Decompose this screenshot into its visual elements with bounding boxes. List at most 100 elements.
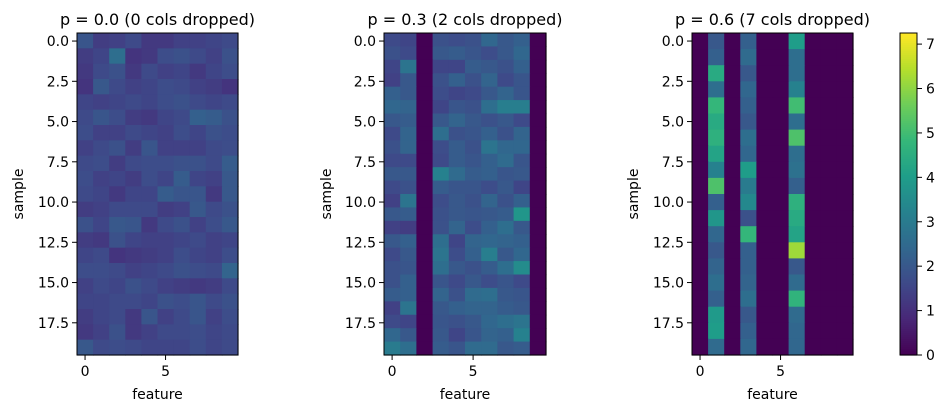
heatmap-cell (221, 140, 239, 157)
colorbar-tick-label: 4 (926, 170, 935, 186)
heatmap-cell (205, 48, 223, 65)
colorbar-segment (900, 323, 917, 326)
colorbar-segment (900, 67, 917, 70)
colorbar-segment (900, 37, 917, 40)
colorbar-segment (900, 125, 917, 128)
panel-1-frame (76, 32, 239, 356)
colorbar-segment (900, 301, 917, 304)
heatmap-cell (141, 63, 159, 80)
heatmap-cell (432, 341, 450, 356)
heatmap-cell (416, 274, 434, 289)
colorbar-segment (900, 299, 917, 302)
heatmap-cell (756, 177, 774, 195)
heatmap-cell (205, 339, 223, 356)
heatmap-cell (205, 63, 223, 80)
heatmap-cell (724, 338, 741, 356)
heatmap-cell (481, 33, 498, 48)
heatmap-cell (788, 194, 806, 211)
heatmap-cell (481, 153, 498, 168)
heatmap-cell (125, 48, 142, 65)
heatmap-cell (788, 226, 806, 243)
heatmap-cell (416, 100, 434, 115)
heatmap-cell (416, 220, 434, 235)
heatmap-cell (788, 177, 806, 195)
heatmap-cell (432, 207, 450, 222)
colorbar-frame (899, 32, 918, 356)
heatmap-cell (836, 161, 854, 179)
heatmap-cell (708, 177, 725, 195)
colorbar-segment (900, 265, 917, 268)
heatmap-cell (756, 258, 774, 276)
panel-2-ylabel: sample (319, 169, 335, 220)
heatmap-cell (772, 210, 790, 227)
heatmap-cell (740, 129, 757, 147)
heatmap-cell (529, 247, 547, 262)
heatmap-cell (513, 126, 531, 141)
heatmap-cell (77, 232, 94, 249)
colorbar-segment (900, 267, 917, 270)
heatmap-cell (772, 194, 790, 211)
heatmap-cell (189, 33, 207, 49)
heatmap-cell (221, 109, 239, 126)
heatmap-cell (820, 81, 838, 98)
heatmap-cell (384, 86, 401, 101)
colorbar-segment (900, 317, 917, 320)
heatmap-cell (740, 65, 757, 82)
heatmap-cell (513, 207, 531, 222)
heatmap-cell (432, 73, 450, 88)
heatmap-cell (724, 258, 741, 276)
panel-3-ylabel: sample (626, 169, 642, 220)
heatmap-cell (708, 242, 725, 259)
heatmap-cell (400, 301, 417, 316)
heatmap-cell (141, 309, 159, 325)
colorbar-segment (900, 137, 917, 140)
colorbar-segment (900, 49, 917, 52)
y-tick-label: 5.0 (47, 115, 69, 131)
heatmap-cell (141, 109, 159, 126)
heatmap-cell (141, 217, 159, 233)
y-tick-label: 0.0 (662, 34, 684, 50)
heatmap-cell (125, 63, 142, 80)
heatmap-cell (497, 33, 515, 48)
heatmap-cell (756, 65, 774, 82)
heatmap-cell (125, 155, 142, 172)
heatmap-cell (788, 290, 806, 308)
heatmap-cell (497, 328, 515, 343)
heatmap-cell (513, 261, 531, 276)
heatmap-cell (465, 328, 482, 343)
heatmap-cell (820, 242, 838, 259)
heatmap-cell (481, 301, 498, 316)
heatmap-cell (400, 140, 417, 155)
heatmap-cell (221, 309, 239, 325)
colorbar-segment (900, 183, 917, 186)
heatmap-cell (125, 94, 142, 111)
colorbar-segment (900, 33, 917, 36)
heatmap-cell (189, 201, 207, 218)
heatmap-cell (529, 100, 547, 115)
heatmap-cell (109, 278, 126, 295)
colorbar-segment (900, 197, 917, 200)
heatmap-cell (189, 324, 207, 341)
heatmap-cell (481, 247, 498, 262)
heatmap-cell (205, 293, 223, 310)
heatmap-cell (497, 314, 515, 329)
colorbar-segment (900, 331, 917, 334)
colorbar-segment (900, 99, 917, 102)
y-tick-label: 7.5 (662, 155, 684, 171)
heatmap-cell (109, 263, 126, 279)
heatmap-cell (221, 94, 239, 111)
heatmap-cell (205, 263, 223, 279)
heatmap-cell (173, 109, 191, 126)
colorbar-segment (900, 61, 917, 64)
heatmap-cell (756, 306, 774, 324)
heatmap-cell (692, 129, 709, 147)
colorbar-segment (900, 63, 917, 66)
heatmap-cell (77, 109, 94, 126)
colorbar-segment (900, 127, 917, 130)
heatmap-cell (740, 226, 757, 243)
heatmap-cell (756, 113, 774, 131)
colorbar-segment (900, 163, 917, 166)
heatmap-cell (529, 59, 547, 74)
heatmap-cell (708, 210, 725, 227)
colorbar-segment (900, 235, 917, 238)
